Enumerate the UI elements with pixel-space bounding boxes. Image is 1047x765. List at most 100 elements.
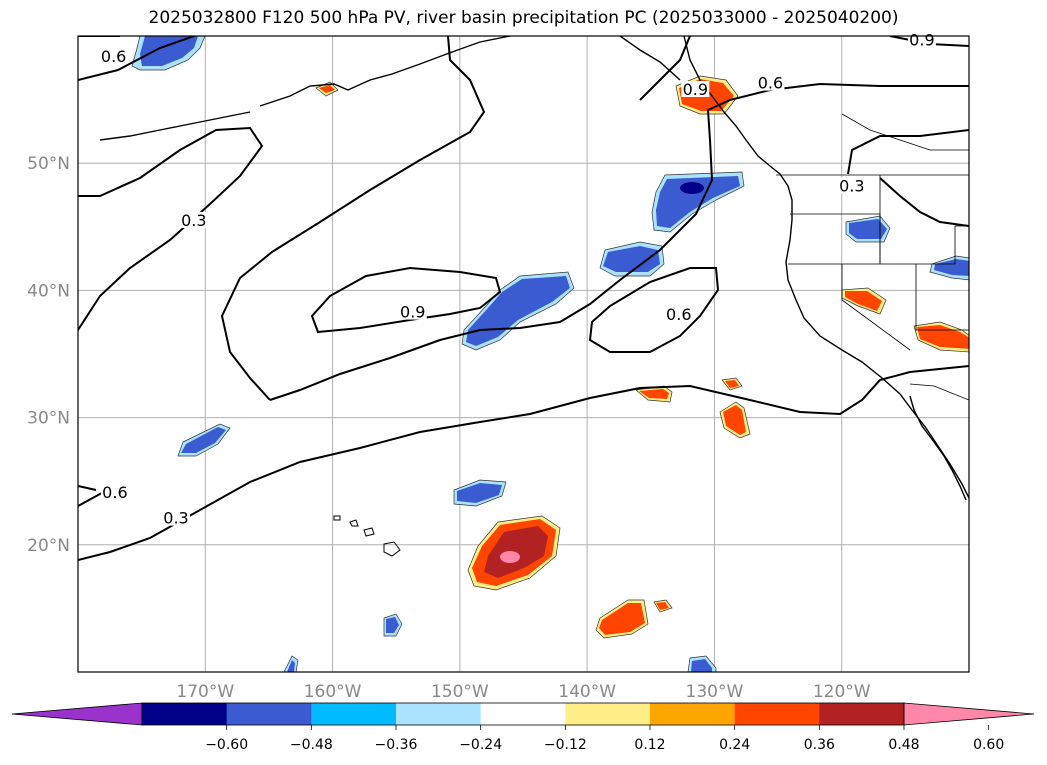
colorbar-segment xyxy=(142,703,228,725)
precip-shading xyxy=(131,36,969,672)
lat-tick-label: 50°N xyxy=(27,154,70,174)
lat-tick-labels: 50°N 40°N 30°N 20°N xyxy=(27,154,70,556)
lon-tick-label: 140°W xyxy=(558,682,616,702)
contour-label: 0.6 xyxy=(102,483,127,502)
lon-tick-label: 130°W xyxy=(686,682,744,702)
us-mexico-border xyxy=(909,383,969,401)
colorbar-tick-label: −0.24 xyxy=(459,737,502,753)
lon-tick-labels: 170°W 160°W 150°W 140°W 130°W 120°W xyxy=(176,682,870,702)
hawaii-kauai xyxy=(333,515,341,521)
neg-blob-hawaii-n xyxy=(453,479,507,507)
colorbar-tick-label: 0.48 xyxy=(888,737,919,753)
colorbar: −0.60 −0.48 −0.36 −0.24 −0.12 0.12 0.24 0.36 0.4… xyxy=(11,702,1035,753)
contour-labels: 0.6 0.3 0.9 0.9 0.6 0.9 0.3 0.6 0.6 0.3 xyxy=(99,30,936,528)
contour-label-bg xyxy=(99,47,128,64)
colorbar-extend-min xyxy=(11,702,143,726)
contour-label-bg xyxy=(756,74,785,91)
colorbar-tick-label: −0.60 xyxy=(205,737,248,753)
pos-blob-south-small xyxy=(653,599,673,613)
contour-label-bg xyxy=(162,509,191,526)
colorbar-tick-label: 0.12 xyxy=(634,737,665,753)
contour-0.3-north xyxy=(78,126,264,331)
contour-label: 0.3 xyxy=(163,509,188,528)
colorbar-tick-label: 0.60 xyxy=(973,737,1004,753)
canada-coast-n xyxy=(619,36,681,81)
state-line-ca-nv xyxy=(841,264,911,351)
canada-province-line xyxy=(841,113,969,151)
lat-tick-label: 40°N xyxy=(27,281,70,301)
contour-0.3-south xyxy=(78,365,969,561)
colorbar-segment xyxy=(819,703,905,725)
lon-tick-label: 150°W xyxy=(431,682,489,702)
neg-blob-nw xyxy=(131,36,206,71)
lat-tick-label: 20°N xyxy=(27,536,70,556)
contour-label: 0.3 xyxy=(181,211,206,230)
contour-label: 0.3 xyxy=(839,177,864,196)
neg-blob-south xyxy=(383,613,403,637)
neg-blob-idaho xyxy=(845,215,891,243)
contour-label: 0.9 xyxy=(683,80,708,99)
hawaii-islands xyxy=(333,515,401,557)
neg-blob-bottom-a xyxy=(283,655,299,672)
hawaii-oahu xyxy=(349,519,359,527)
neg-blob-offshore-mid xyxy=(599,241,665,277)
hawaii-big-island xyxy=(383,541,401,557)
pos-blob-nw-small xyxy=(315,81,339,97)
map-title: 2025032800 F120 500 hPa PV, river basin … xyxy=(148,8,899,28)
colorbar-extend-max xyxy=(903,702,1035,726)
state-line-id xyxy=(879,175,969,265)
contour-label: 0.6 xyxy=(758,74,783,93)
contour-0.9-bc xyxy=(639,36,691,101)
pos-blob-arizona xyxy=(913,321,969,353)
contour-0.6-outer xyxy=(78,36,195,81)
colorbar-outline xyxy=(141,702,905,726)
colorbar-segment xyxy=(734,703,820,725)
contour-0.6-inner-sw xyxy=(220,36,486,401)
contour-0.6-east-ring xyxy=(588,267,720,353)
state-line-nv-az xyxy=(915,264,969,331)
contour-0.9-ring xyxy=(310,266,502,334)
colorbar-tick-label: −0.36 xyxy=(375,737,418,753)
map-frame xyxy=(77,35,970,673)
colorbar-tick-label: 0.36 xyxy=(804,737,835,753)
pos-blob-south-center xyxy=(595,599,649,639)
pos-blob-mid-e-b xyxy=(719,401,751,439)
pos-blob-mid-e-c xyxy=(721,377,743,391)
aleutians xyxy=(99,111,251,141)
contour-label: 0.9 xyxy=(909,30,934,49)
lon-tick-label: 120°W xyxy=(813,682,871,702)
neg-blob-w xyxy=(177,423,231,457)
baja-coast xyxy=(909,395,967,501)
contour-label: 0.6 xyxy=(666,305,691,324)
lat-tick-label: 30°N xyxy=(27,409,70,429)
colorbar-tick-label: −0.48 xyxy=(290,737,333,753)
contour-label-bg xyxy=(100,484,129,501)
colorbar-segment xyxy=(226,703,312,725)
contour-label-bg xyxy=(664,306,693,323)
lon-tick-label: 160°W xyxy=(304,682,362,702)
alaska-coast xyxy=(259,36,511,107)
hawaii-maui xyxy=(363,527,375,537)
colorbar-segment xyxy=(565,703,651,725)
neg-blob-offshore-n xyxy=(651,171,745,233)
lon-tick-label: 170°W xyxy=(176,682,234,702)
colorbar-segment xyxy=(480,703,566,725)
pos-blob-nevada xyxy=(841,287,887,315)
contour-label: 0.9 xyxy=(400,303,425,322)
contour-0.6-main xyxy=(269,82,969,401)
coastlines xyxy=(99,36,969,501)
colorbar-segment xyxy=(311,703,397,725)
neg-blob-central xyxy=(461,271,575,351)
neg-blob-bottom-b xyxy=(687,655,717,672)
political-borders xyxy=(776,113,969,401)
pv-contours xyxy=(78,36,969,561)
contour-label-bg xyxy=(179,211,208,228)
contour-0.3-ne xyxy=(847,129,969,227)
contour-label-bg xyxy=(837,177,866,194)
neg-blob-wyoming xyxy=(929,255,969,281)
pos-blob-hawaii-ne xyxy=(467,515,561,591)
contour-label-bg xyxy=(681,80,710,97)
contour-label-bg xyxy=(907,31,936,48)
colorbar-tick-label: −0.12 xyxy=(544,737,587,753)
